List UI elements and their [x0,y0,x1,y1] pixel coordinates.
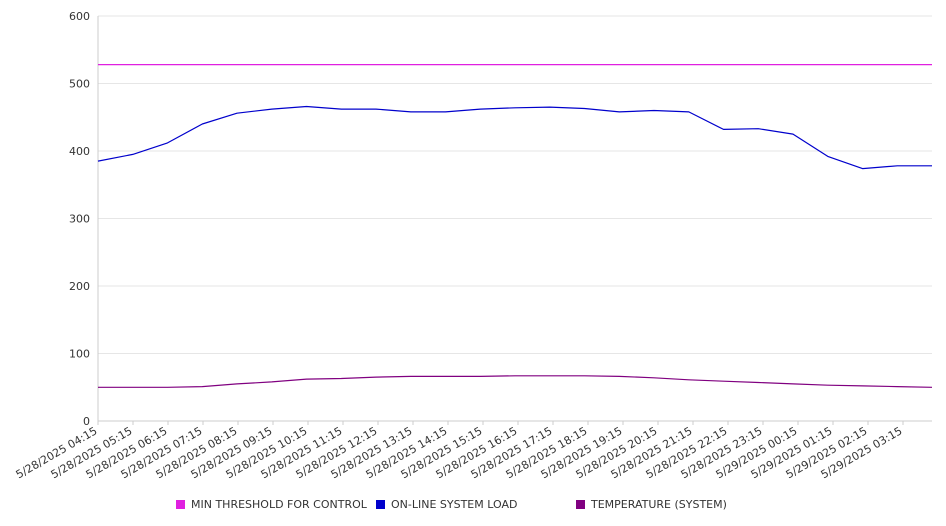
gridlines [98,15,932,354]
series-lines [97,63,933,388]
legend-item-min-threshold: MIN THRESHOLD FOR CONTROL [176,498,367,511]
x-tick-labels: 5/28/2025 04:155/28/2025 05:155/28/2025 … [14,424,905,481]
y-tick-labels: 0 100 200 300 400 500 600 [69,10,90,428]
series-line-2 [98,375,933,388]
legend: MIN THRESHOLD FOR CONTROL ON-LINE SYSTEM… [0,498,946,514]
series-line-1 [97,105,932,170]
y-tick-label: 400 [69,145,90,158]
axes [97,16,932,425]
legend-item-online-system-load: ON-LINE SYSTEM LOAD [376,498,517,511]
legend-swatch-temperature-system [576,500,585,509]
y-tick-label: 300 [69,213,90,226]
y-tick-label: 200 [69,280,90,293]
legend-label-temperature-system: TEMPERATURE (SYSTEM) [591,498,727,511]
y-tick-label: 100 [69,348,90,361]
y-tick-label: 0 [83,415,90,428]
legend-label-min-threshold: MIN THRESHOLD FOR CONTROL [191,498,367,511]
legend-item-temperature-system: TEMPERATURE (SYSTEM) [576,498,727,511]
y-tick-label: 600 [69,10,90,23]
legend-swatch-online-system-load [376,500,385,509]
legend-label-online-system-load: ON-LINE SYSTEM LOAD [391,498,518,511]
y-tick-label: 500 [69,78,90,91]
legend-swatch-min-threshold [176,500,185,509]
